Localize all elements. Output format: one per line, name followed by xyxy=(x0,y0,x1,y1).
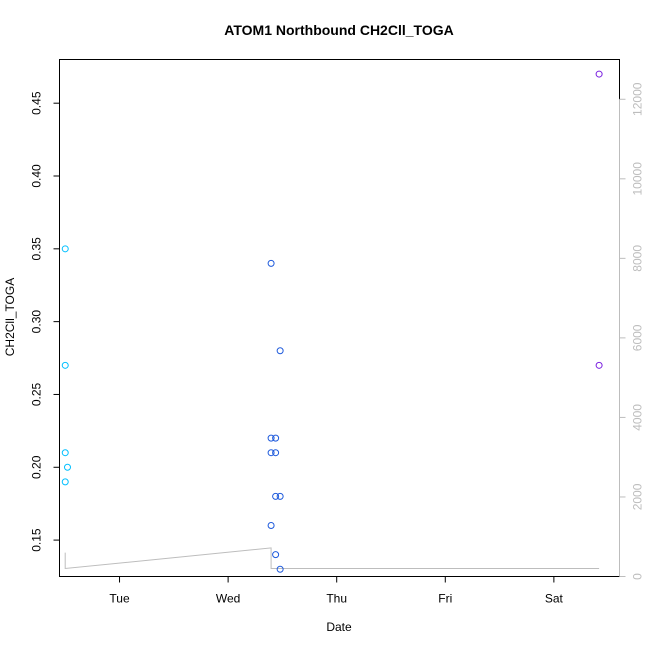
data-point xyxy=(61,361,69,369)
data-point xyxy=(267,522,275,530)
y2-tick-label: 12000 xyxy=(631,82,645,116)
secondary-y-axis: 0 2000 4000 6000 8000 10000 12000 xyxy=(619,82,645,580)
secondary-line-layer xyxy=(64,547,600,570)
y-tick-label: 0.35 xyxy=(30,237,44,261)
y2-tick-label: 6000 xyxy=(631,324,645,351)
secondary-series-line xyxy=(64,547,600,570)
y-axis: 0.15 0.20 0.25 0.30 0.35 0.40 0.45 xyxy=(30,91,60,552)
data-point xyxy=(272,434,280,442)
data-point xyxy=(276,492,284,500)
x-axis-label: Date xyxy=(326,620,352,634)
x-tick-label: Tue xyxy=(109,592,130,606)
y2-tick-label: 8000 xyxy=(631,245,645,272)
data-point xyxy=(267,449,275,457)
chart-title: ATOM1 Northbound CH2Cll_TOGA xyxy=(224,22,453,38)
plot-frame xyxy=(59,59,620,577)
y-tick-label: 0.45 xyxy=(30,91,44,115)
y-tick-label: 0.25 xyxy=(30,382,44,406)
data-point xyxy=(595,70,603,78)
y-tick-label: 0.30 xyxy=(30,310,44,334)
y-tick-label: 0.15 xyxy=(30,528,44,552)
data-point xyxy=(272,551,280,559)
data-point xyxy=(61,449,69,457)
data-point xyxy=(267,259,275,267)
y2-tick-label: 2000 xyxy=(631,483,645,510)
data-point xyxy=(272,492,280,500)
y-tick-label: 0.40 xyxy=(30,164,44,188)
data-point xyxy=(267,434,275,442)
data-point xyxy=(595,361,603,369)
x-tick-label: Wed xyxy=(216,592,240,606)
data-point xyxy=(276,565,284,573)
x-tick-label: Thu xyxy=(326,592,347,606)
data-point xyxy=(61,245,69,253)
x-tick-label: Sat xyxy=(545,592,564,606)
y2-tick-label: 0 xyxy=(631,573,645,580)
y-tick-label: 0.20 xyxy=(30,455,44,479)
x-tick-label: Fri xyxy=(438,592,452,606)
data-point xyxy=(61,478,69,486)
data-point xyxy=(63,463,71,471)
y2-tick-label: 10000 xyxy=(631,162,645,196)
y-axis-label: CH2Cll_TOGA xyxy=(3,278,17,356)
data-point xyxy=(276,347,284,355)
data-point xyxy=(272,449,280,457)
points-layer xyxy=(61,70,603,573)
x-axis: Tue Wed Thu Fri Sat xyxy=(109,576,564,606)
y2-tick-label: 4000 xyxy=(631,404,645,431)
